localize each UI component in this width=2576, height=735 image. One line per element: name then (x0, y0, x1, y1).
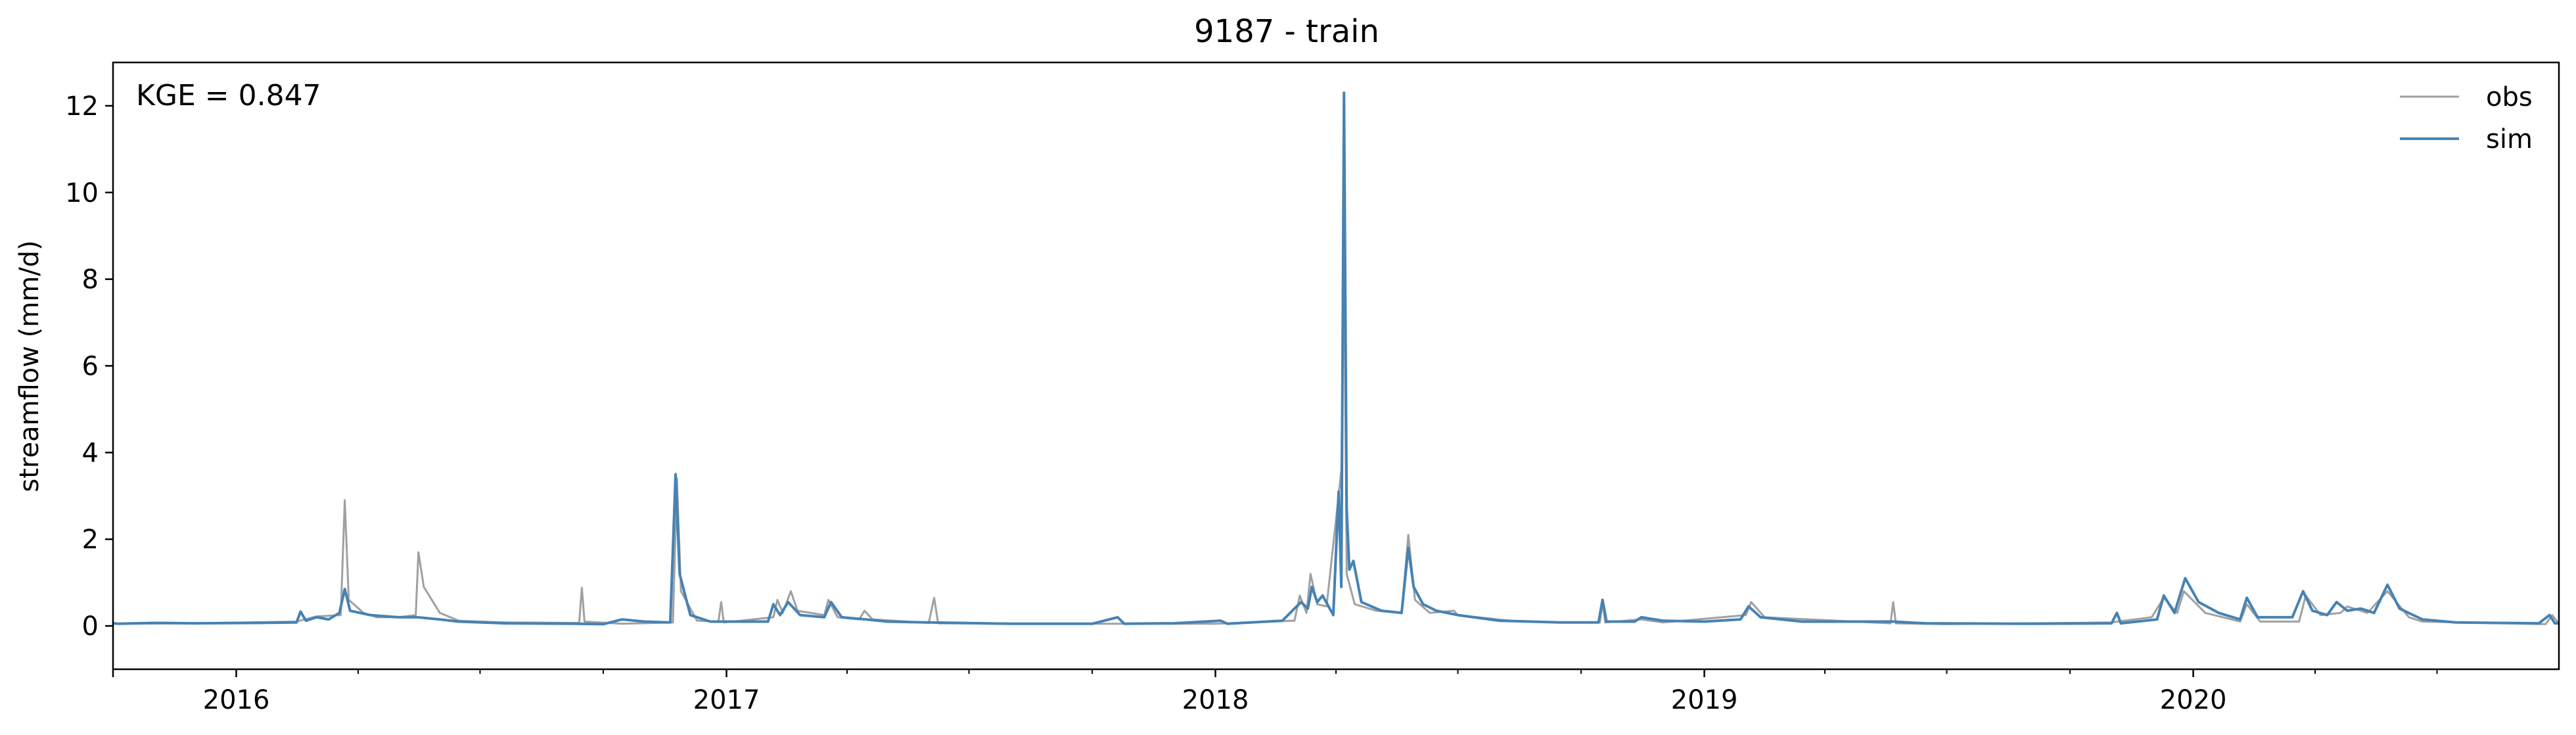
x-tick-label: 2018 (1182, 685, 1249, 715)
y-axis-label: streamflow (mm/d) (14, 240, 45, 492)
y-tick-label: 8 (82, 265, 99, 295)
x-tick-label: 2020 (2160, 685, 2227, 715)
y-tick-label: 4 (82, 438, 99, 468)
series-layer (113, 91, 2559, 626)
x-tick-label: 2016 (203, 685, 270, 715)
x-tick-label: 2019 (1671, 685, 1738, 715)
kge-annotation: KGE = 0.847 (136, 79, 321, 112)
legend: obs sim (2400, 82, 2533, 154)
y-tick-label: 2 (82, 525, 99, 555)
x-axis: 2016 2017 2018 2019 2020 (112, 669, 2438, 715)
legend-label-obs: obs (2486, 82, 2533, 112)
x-tick-label: 2017 (693, 685, 760, 715)
plot-area (113, 91, 2559, 626)
y-tick-label: 10 (65, 178, 99, 208)
chart-title: 9187 - train (1194, 13, 1379, 50)
legend-label-sim: sim (2486, 124, 2533, 154)
series-line-sim (113, 91, 2559, 626)
y-tick-label: 12 (65, 91, 99, 122)
y-tick-label: 0 (82, 611, 99, 642)
y-axis: 0 2 4 6 8 10 12 (65, 91, 113, 642)
y-tick-label: 6 (82, 352, 99, 382)
